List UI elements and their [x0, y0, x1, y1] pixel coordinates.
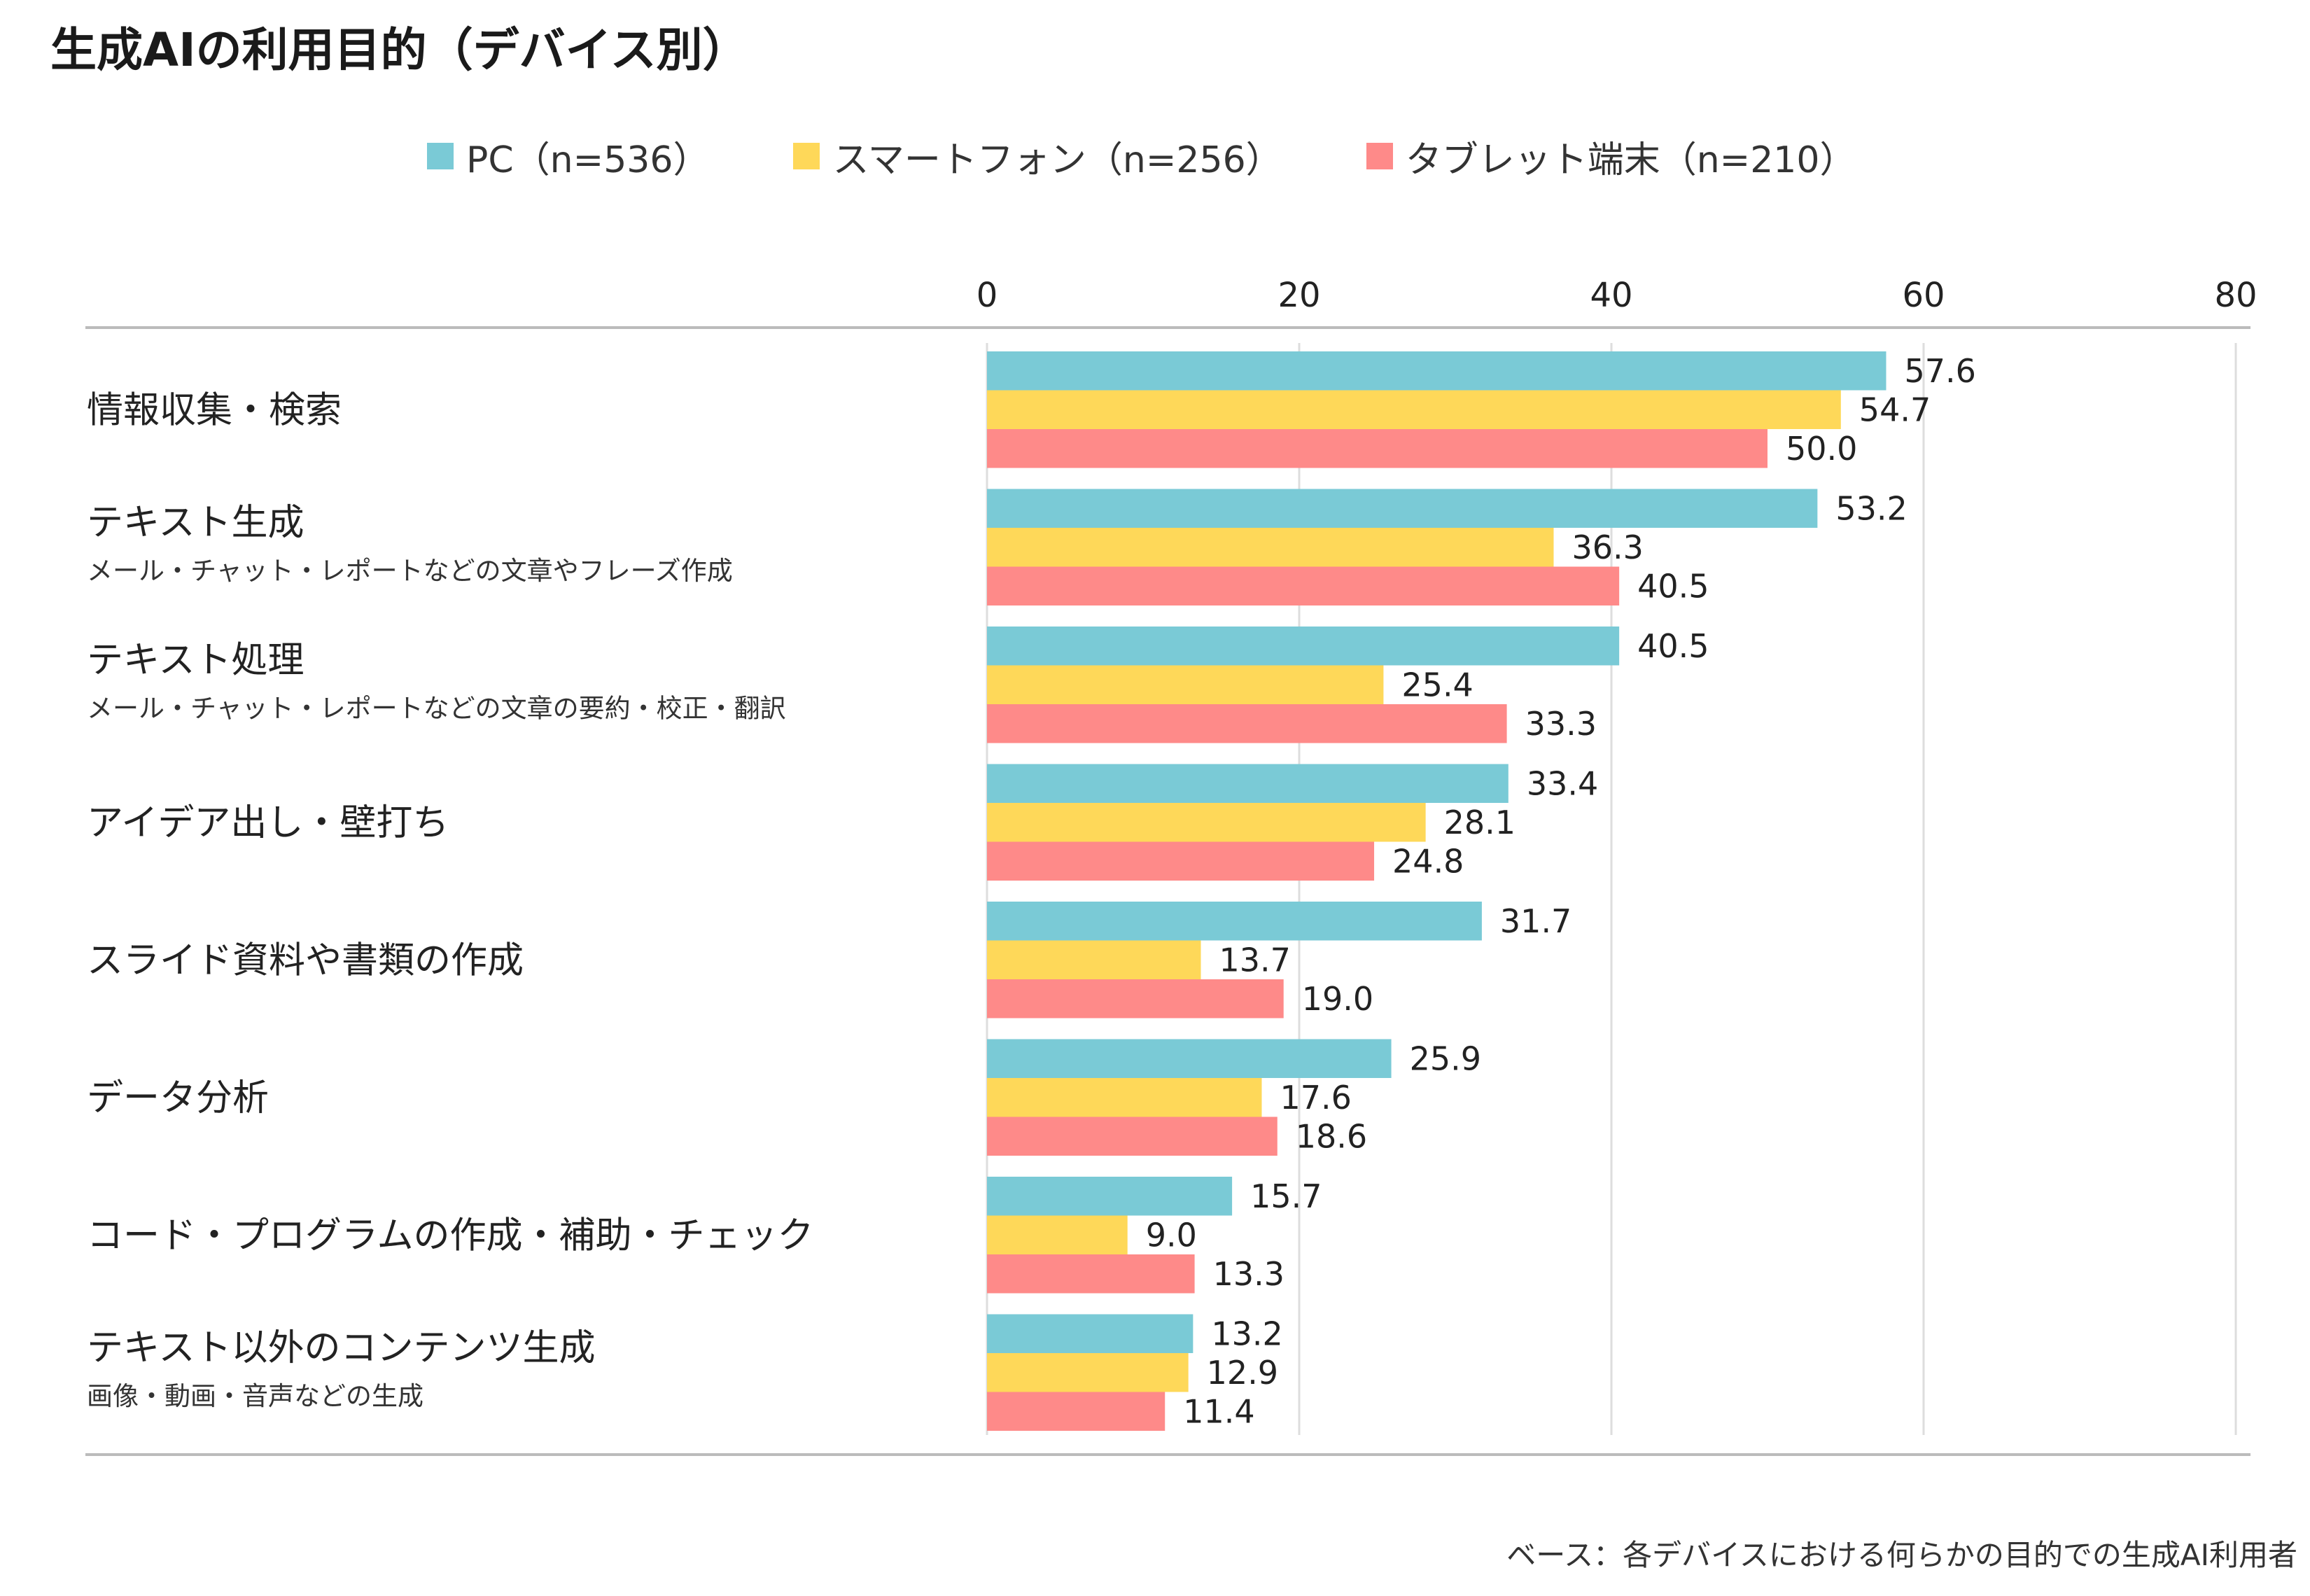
data-label-0-0: 57.6	[1904, 352, 1975, 390]
category-label-5: データ分析	[87, 1077, 269, 1119]
data-label-1-1: 36.3	[1572, 528, 1643, 566]
bar-7-2	[987, 1392, 1166, 1431]
bar-2-2	[987, 704, 1507, 743]
x-tick-label-4: 80	[2214, 276, 2257, 315]
data-label-6-1: 9.0	[1146, 1216, 1197, 1254]
category-label-4: スライド資料や書類の作成	[87, 939, 524, 981]
bar-0-0	[987, 351, 1886, 391]
data-label-2-1: 25.4	[1401, 666, 1473, 704]
bar-6-0	[987, 1177, 1233, 1216]
bar-2-0	[987, 626, 1620, 666]
legend-swatch-smartphone	[793, 143, 820, 169]
data-label-5-2: 18.6	[1296, 1117, 1367, 1155]
data-label-7-2: 11.4	[1183, 1392, 1254, 1430]
data-label-1-2: 40.5	[1637, 567, 1709, 605]
data-label-1-0: 53.2	[1835, 489, 1907, 527]
legend-swatch-tablet	[1366, 143, 1393, 169]
bar-6-1	[987, 1215, 1128, 1254]
data-label-7-0: 13.2	[1211, 1315, 1282, 1352]
legend-label-pc: PC（n=536）	[466, 139, 710, 181]
bar-3-0	[987, 764, 1508, 803]
data-label-7-1: 12.9	[1207, 1354, 1278, 1392]
x-tick-label-0: 0	[976, 276, 998, 315]
bar-0-2	[987, 429, 1768, 468]
x-tick-label-1: 20	[1278, 276, 1320, 315]
bar-5-2	[987, 1116, 1278, 1156]
category-sublabel-1: メール・チャット・レポートなどの文章やフレーズ作成	[87, 556, 733, 586]
bar-4-0	[987, 902, 1482, 941]
legend-swatch-pc	[427, 143, 454, 169]
chart-title: 生成AIの利用目的（デバイス別）	[50, 23, 749, 77]
bar-1-1	[987, 528, 1554, 567]
data-label-6-0: 15.7	[1250, 1177, 1322, 1215]
data-label-4-0: 31.7	[1500, 902, 1572, 940]
category-label-6: コード・プログラムの作成・補助・チェック	[87, 1214, 813, 1256]
bar-6-2	[987, 1254, 1195, 1294]
legend-item-tablet: タブレット端末（n=210）	[1366, 130, 1856, 183]
category-label-2: テキスト処理	[87, 639, 304, 681]
data-label-3-1: 28.1	[1444, 804, 1516, 841]
bar-1-0	[987, 489, 1818, 528]
bar-1-2	[987, 566, 1620, 606]
bar-2-1	[987, 665, 1384, 704]
bar-5-0	[987, 1039, 1392, 1078]
data-label-2-0: 40.5	[1637, 627, 1709, 665]
data-label-4-2: 19.0	[1302, 980, 1373, 1018]
bar-7-0	[987, 1314, 1194, 1353]
data-label-3-0: 33.4	[1527, 764, 1598, 802]
category-label-3: アイデア出し・壁打ち	[87, 802, 449, 844]
data-label-3-2: 24.8	[1392, 842, 1464, 880]
data-label-0-1: 54.7	[1859, 391, 1931, 428]
bar-5-1	[987, 1078, 1262, 1117]
x-tick-label-2: 40	[1590, 276, 1632, 315]
legend-item-smartphone: スマートフォン（n=256）	[793, 130, 1282, 183]
bar-3-2	[987, 841, 1375, 881]
legend: PC（n=536） スマートフォン（n=256） タブレット端末（n=210）	[427, 125, 1856, 188]
category-label-1: テキスト生成	[87, 502, 304, 544]
data-label-4-1: 13.7	[1219, 941, 1291, 979]
category-label-7: テキスト以外のコンテンツ生成	[87, 1327, 595, 1369]
x-tick-label-3: 60	[1902, 276, 1945, 315]
data-label-2-2: 33.3	[1525, 705, 1597, 743]
legend-label-smartphone: スマートフォン（n=256）	[832, 139, 1282, 181]
bar-7-1	[987, 1353, 1189, 1392]
bar-4-1	[987, 940, 1201, 979]
legend-label-tablet: タブレット端末（n=210）	[1405, 139, 1856, 181]
bar-4-2	[987, 979, 1284, 1018]
footnote: ベース：各デバイスにおける何らかの目的での生成AI利用者	[1506, 1538, 2297, 1572]
bar-3-1	[987, 803, 1426, 842]
category-label-0: 情報収集・検索	[87, 389, 342, 431]
data-label-6-2: 13.3	[1213, 1255, 1284, 1293]
data-label-5-0: 25.9	[1410, 1040, 1481, 1077]
category-sublabel-2: メール・チャット・レポートなどの文章の要約・校正・翻訳	[87, 693, 786, 723]
bar-0-1	[987, 390, 1841, 429]
data-label-5-1: 17.6	[1280, 1079, 1351, 1116]
data-label-0-2: 50.0	[1786, 430, 1857, 468]
category-sublabel-7: 画像・動画・音声などの生成	[87, 1381, 424, 1411]
legend-item-pc: PC（n=536）	[427, 130, 709, 183]
